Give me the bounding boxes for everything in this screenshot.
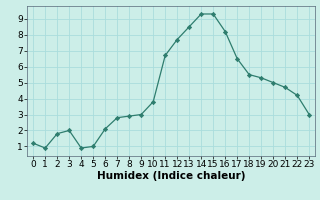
- X-axis label: Humidex (Indice chaleur): Humidex (Indice chaleur): [97, 171, 245, 181]
